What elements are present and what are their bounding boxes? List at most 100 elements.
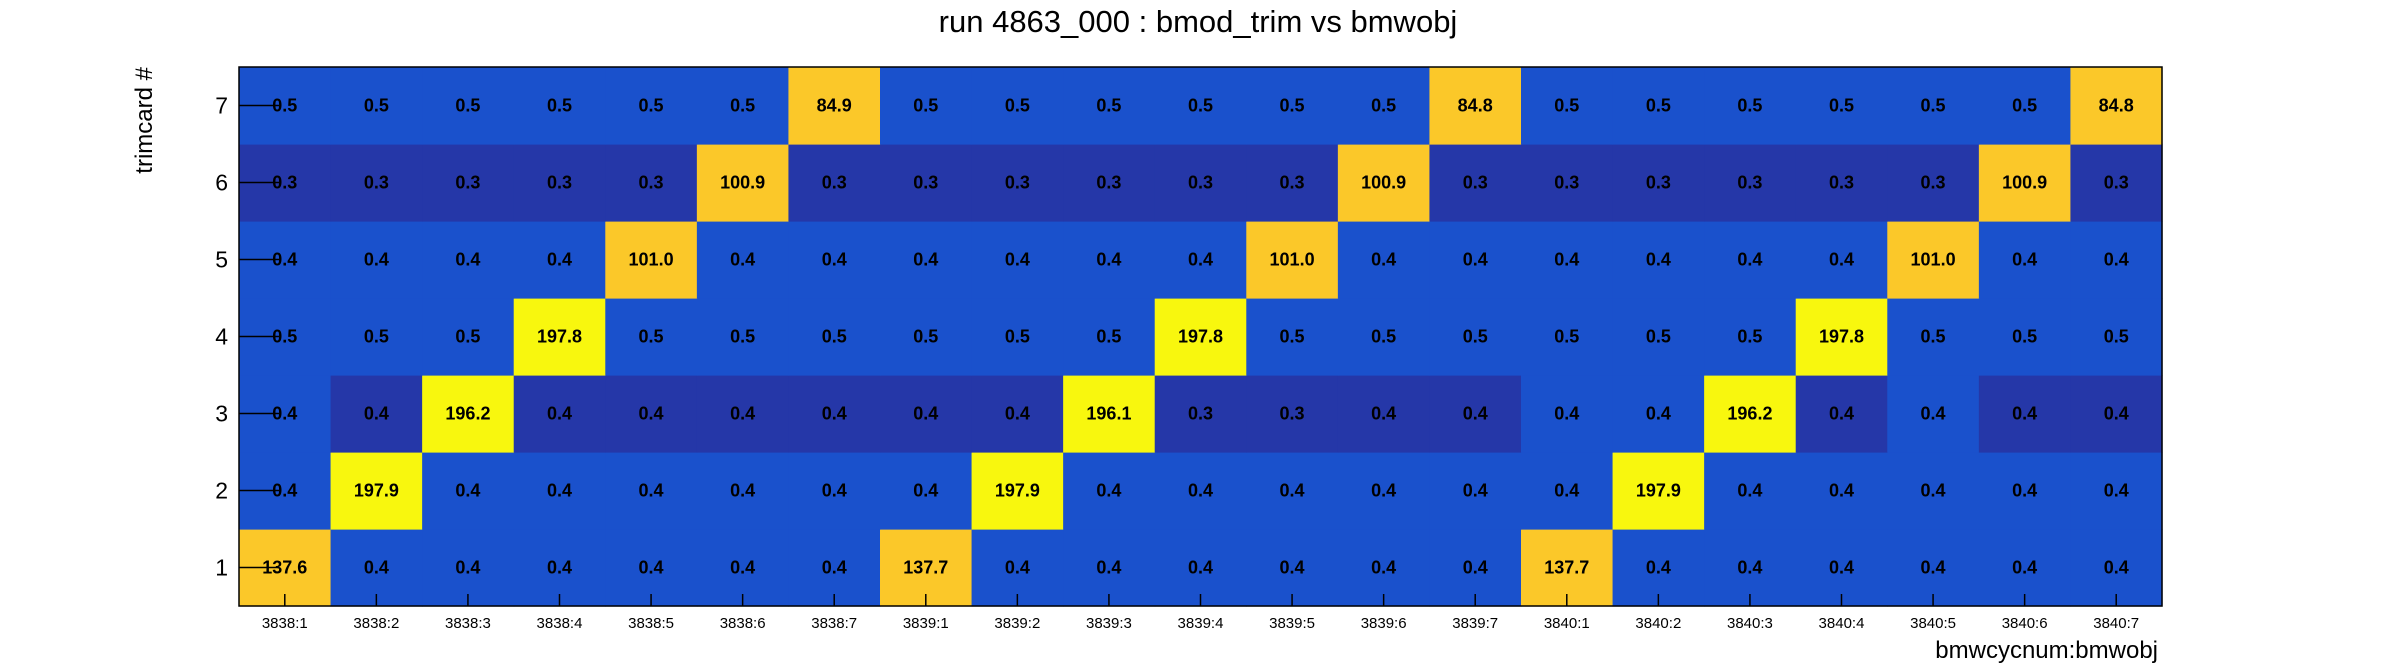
heatmap-cell: [880, 221, 973, 299]
cell-value-label: 101.0: [1270, 250, 1315, 270]
heatmap-cell: [1246, 67, 1339, 145]
cell-value-label: 0.4: [1371, 558, 1396, 578]
cell-value-label: 0.3: [272, 173, 297, 193]
cell-value-label: 0.4: [547, 404, 572, 424]
cell-value-label: 0.3: [364, 173, 389, 193]
heatmap-cell: [330, 529, 423, 607]
chart-title: run 4863_000 : bmod_trim vs bmwobj: [939, 4, 1458, 39]
heatmap-cell: [1063, 221, 1156, 299]
heatmap-cell: [1887, 298, 1980, 376]
heatmap-cell: [1612, 529, 1705, 607]
cell-value-label: 0.3: [1188, 173, 1213, 193]
heatmap-cell: [330, 67, 423, 145]
cell-value-label: 0.5: [639, 327, 664, 347]
cell-value-label: 0.5: [2012, 96, 2037, 116]
y-axis-title: trimcard #: [131, 66, 158, 173]
heatmap-cell: [1704, 452, 1797, 530]
cell-value-label: 0.3: [1737, 173, 1762, 193]
heatmap-cell: [880, 144, 973, 222]
y-tick-label: 7: [215, 93, 228, 119]
cell-value-label: 0.3: [1921, 173, 1946, 193]
heatmap-cell: [1704, 144, 1797, 222]
cell-value-label: 0.4: [455, 481, 480, 501]
cell-value-label: 0.4: [1463, 404, 1488, 424]
cell-value-label: 0.4: [2104, 250, 2129, 270]
heatmap-cell: [1521, 298, 1614, 376]
cell-value-label: 100.9: [720, 173, 765, 193]
heatmap-cell: [1521, 221, 1614, 299]
cell-value-label: 0.4: [639, 481, 664, 501]
cell-value-label: 0.4: [1921, 481, 1946, 501]
y-tick-label: 6: [215, 170, 228, 196]
heatmap-cell: [2070, 144, 2163, 222]
cell-value-label: 0.5: [1554, 96, 1579, 116]
heatmap-cell: [1521, 529, 1614, 607]
heatmap-cell: [1429, 221, 1522, 299]
heatmap-cell: [605, 298, 698, 376]
cell-value-label: 0.3: [1096, 173, 1121, 193]
cell-value-label: 0.5: [1646, 96, 1671, 116]
cell-value-label: 0.5: [822, 327, 847, 347]
heatmap-cell: [971, 144, 1064, 222]
cell-value-label: 0.5: [639, 96, 664, 116]
heatmap-cell: [605, 144, 698, 222]
x-tick-label: 3838:6: [720, 615, 766, 632]
heatmap-cell: [788, 375, 881, 453]
cell-value-label: 197.8: [1178, 327, 1223, 347]
cell-value-label: 0.4: [272, 404, 297, 424]
heatmap-cell: [330, 144, 423, 222]
heatmap-cell: [1704, 375, 1797, 453]
cell-value-label: 0.3: [1188, 404, 1213, 424]
heatmap-cell: [513, 452, 606, 530]
cell-value-label: 0.3: [639, 173, 664, 193]
cell-value-label: 0.4: [822, 250, 847, 270]
heatmap-cell: [880, 529, 973, 607]
heatmap-cell: [1704, 67, 1797, 145]
heatmap-cell: [971, 67, 1064, 145]
cell-value-label: 0.4: [1188, 250, 1213, 270]
cell-value-label: 0.4: [2012, 250, 2037, 270]
heatmap-cell: [422, 221, 515, 299]
heatmap-cell: [1795, 221, 1888, 299]
heatmap-cell: [1063, 67, 1156, 145]
heatmap-cell: [1429, 144, 1522, 222]
cell-value-label: 137.6: [262, 558, 307, 578]
cell-value-label: 100.9: [2002, 173, 2047, 193]
cell-value-label: 0.3: [822, 173, 847, 193]
cell-value-label: 0.4: [1554, 404, 1579, 424]
cell-value-label: 0.3: [547, 173, 572, 193]
heatmap-cell: [696, 67, 790, 145]
cell-value-label: 0.5: [1188, 96, 1213, 116]
cell-value-label: 197.9: [354, 481, 399, 501]
cell-value-label: 0.4: [1005, 558, 1030, 578]
heatmap-cell: [1978, 375, 2072, 453]
cell-value-label: 84.8: [2099, 96, 2134, 116]
heatmap-cell: [1246, 144, 1339, 222]
heatmap-cell: [330, 298, 423, 376]
heatmap-cell: [971, 529, 1064, 607]
cell-value-label: 0.5: [455, 96, 480, 116]
cell-value-label: 0.4: [2012, 558, 2037, 578]
cell-value-label: 0.5: [272, 96, 297, 116]
heatmap-cell: [422, 452, 515, 530]
heatmap-cell: [605, 452, 698, 530]
heatmap-cell: [1978, 298, 2072, 376]
heatmap-cell: [1337, 529, 1431, 607]
cell-value-label: 0.5: [913, 96, 938, 116]
cell-value-label: 197.9: [1636, 481, 1681, 501]
heatmap-cell: [1337, 452, 1431, 530]
heatmap-cell: [1154, 452, 1247, 530]
heatmap-cell: [1063, 452, 1156, 530]
heatmap-cell: [880, 452, 973, 530]
heatmap-cell: [1612, 144, 1705, 222]
x-tick-label: 3840:5: [1910, 615, 1956, 632]
heatmap-cell: [1246, 452, 1339, 530]
cell-value-label: 137.7: [903, 558, 948, 578]
cell-value-label: 0.5: [1829, 96, 1854, 116]
cell-value-label: 0.5: [1096, 327, 1121, 347]
x-tick-label: 3838:2: [353, 615, 399, 632]
heatmap-cell: [1795, 452, 1888, 530]
cell-value-label: 196.1: [1086, 404, 1131, 424]
cell-value-label: 197.8: [1819, 327, 1864, 347]
heatmap-cell: [696, 221, 790, 299]
